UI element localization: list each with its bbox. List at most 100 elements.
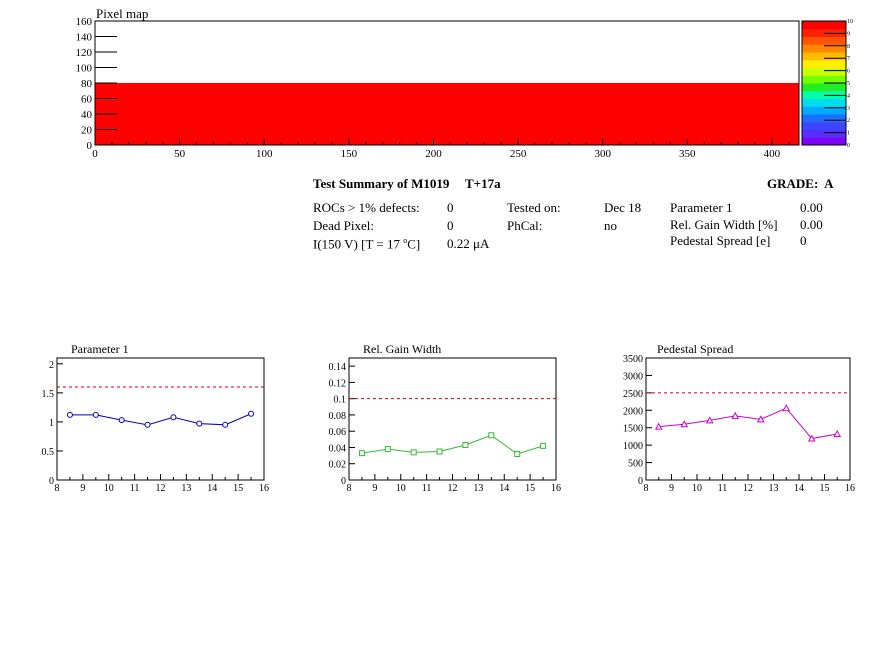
- summary-module-title: Test Summary of M1019: [313, 176, 450, 191]
- current-value: 0.22 μA: [447, 236, 490, 251]
- chart-x-tick-label: 13: [769, 483, 779, 494]
- pixel-map-panel: Pixel map 0 50 100 150 200 250 300 350 400020406…: [76, 6, 854, 160]
- chart-data-point: [756, 415, 765, 423]
- chart-y-tick-label: 1000: [623, 441, 643, 452]
- gain-width-value: 0.00: [800, 217, 823, 232]
- pixel-map-x-tick-label: 200: [425, 148, 442, 160]
- chart-data-point: [118, 417, 125, 424]
- pixel-map-y-tick-label: 60: [81, 94, 93, 106]
- pixel-map-x-tick-label: 100: [256, 148, 273, 160]
- pixel-map-y-tick-label: 0: [87, 140, 93, 152]
- chart-y-tick-label: 500: [628, 459, 643, 470]
- chart-frame: [645, 357, 851, 481]
- chart-x-tick-label: 12: [448, 483, 458, 494]
- chart-data-point: [782, 404, 791, 412]
- degree-symbol: o: [403, 236, 408, 245]
- grade-value: A: [824, 176, 834, 191]
- chart-title: Parameter 1: [71, 342, 129, 356]
- chart-x-tick-label: 14: [499, 483, 509, 494]
- pixel-map-x-tick-label: 150: [341, 148, 358, 160]
- palette-color-band: [802, 52, 846, 61]
- pixel-map-title: Pixel map: [96, 6, 148, 21]
- pixel-map-y-tick-label: 20: [81, 125, 93, 137]
- palette-color-band: [802, 137, 846, 146]
- pixel-map-y-tick-label: 120: [76, 47, 93, 59]
- palette-color-band: [802, 106, 846, 115]
- chart-frame: [348, 357, 557, 481]
- chart-data-point: [222, 421, 229, 428]
- palette-tick-label: 4: [847, 93, 850, 99]
- palette-color-band: [802, 59, 846, 68]
- chart-x-tick-label: 16: [551, 483, 561, 494]
- palette-color-band: [802, 28, 846, 37]
- pixel-map-filled-region: [95, 83, 799, 145]
- pixel-map-x-tick-label: 350: [679, 148, 696, 160]
- palette-color-band: [802, 121, 846, 130]
- pixel-map-color-palette: 0 1 2 3 4 5 6 7 8 9 10: [801, 19, 853, 149]
- chart-y-tick-label: 0.5: [42, 447, 55, 458]
- chart-x-tick-label: 10: [104, 483, 114, 494]
- chart-data-point: [514, 450, 521, 457]
- pixel-map-axes: 0 50 100 150 200 250 300 350 400 0 20 40 60 80 100 120 1…: [76, 16, 790, 160]
- pixel-map-y-tick-label: 100: [76, 63, 93, 75]
- chart-x-tick-label: 16: [845, 483, 855, 494]
- chart-x-tick-label: 8: [347, 483, 352, 494]
- chart-x-tick-label: 16: [259, 483, 269, 494]
- summary-grade: GRADE: A: [767, 176, 833, 192]
- chart-data-point: [144, 421, 151, 428]
- chart-x-tick-label: 14: [794, 483, 804, 494]
- palette-color-band: [802, 98, 846, 107]
- chart-x-tick-label: 15: [525, 483, 535, 494]
- chart-title: Pedestal Spread: [657, 342, 733, 356]
- chart-x-tick-label: 13: [181, 483, 191, 494]
- rocs-label: ROCs > 1% defects:: [313, 200, 420, 215]
- pedestal-spread-value: 0: [800, 233, 807, 248]
- chart-y-tick-label: 0.12: [329, 378, 347, 389]
- dead-pixel-value: 0: [447, 218, 454, 233]
- pixel-map-y-tick-label: 40: [81, 109, 93, 121]
- summary-title: Test Summary of M1019: [313, 176, 449, 192]
- tested-on-label: Tested on:: [507, 200, 561, 215]
- palette-color-band: [802, 36, 846, 45]
- palette-color-band: [802, 114, 846, 123]
- palette-tick-label: 0: [847, 143, 850, 149]
- current-label: I(150 V) [T = 17 oC]: [313, 236, 420, 252]
- parameter-1-value: 0.00: [800, 200, 823, 215]
- chart-x-tick-label: 9: [669, 483, 674, 494]
- chart-rel-gain-width: Rel. Gain Width 8 9 10 11 12 13 14 15 16 0 0.02 0.04…: [329, 342, 562, 494]
- pixel-map-x-tick-label: 300: [594, 148, 611, 160]
- pixel-map-x-tick-label: 400: [764, 148, 781, 160]
- chart-y-tick-label: 3000: [623, 371, 643, 382]
- palette-tick-label: 3: [847, 106, 850, 112]
- palette-tick-label: 5: [847, 81, 850, 87]
- palette-color-band: [802, 67, 846, 76]
- tested-on-value: Dec 18: [604, 200, 642, 215]
- chart-x-tick-label: 8: [644, 483, 649, 494]
- pixel-map-y-tick-label: 160: [76, 16, 93, 28]
- chart-data-point: [540, 442, 547, 449]
- chart-x-tick-label: 11: [130, 483, 140, 494]
- chart-y-tick-label: 0.04: [329, 443, 347, 454]
- palette-color-band: [802, 21, 846, 30]
- chart-x-tick-label: 9: [372, 483, 377, 494]
- chart-x-tick-label: 12: [743, 483, 753, 494]
- chart-x-tick-label: 11: [422, 483, 432, 494]
- chart-data-point: [248, 410, 255, 417]
- chart-y-tick-label: 1.5: [42, 389, 55, 400]
- chart-data-point: [680, 420, 689, 428]
- chart-data-point: [410, 449, 417, 456]
- chart-y-tick-label: 0: [341, 476, 346, 487]
- chart-data-point: [358, 450, 365, 457]
- chart-data-point: [170, 414, 177, 421]
- current-label-unit: C]: [407, 236, 421, 252]
- pixel-map-x-tick-label: 50: [174, 148, 186, 160]
- chart-data-point: [488, 432, 495, 439]
- chart-y-tick-label: 1: [49, 418, 54, 429]
- chart-series-line: [69, 413, 252, 426]
- chart-data-point: [196, 420, 203, 427]
- chart-y-tick-label: 2500: [623, 389, 643, 400]
- pixel-map-x-tick-label: 0: [92, 148, 98, 160]
- palette-color-band: [802, 90, 846, 99]
- phcal-label: PhCal:: [507, 218, 543, 233]
